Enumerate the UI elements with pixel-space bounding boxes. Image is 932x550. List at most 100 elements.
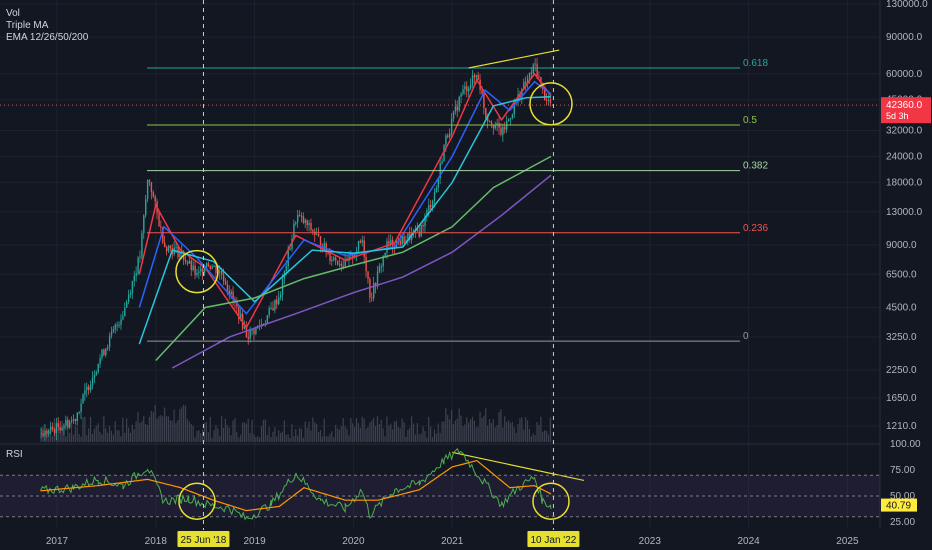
rsi-title[interactable]: RSI [6,449,23,460]
volume-bar [329,433,331,442]
volume-bar [228,427,230,442]
candle-body [179,252,181,258]
volume-bar [310,430,312,442]
volume-bar [488,419,491,442]
volume-bar [120,436,122,442]
candle-body [40,433,42,435]
candle-body [228,290,231,295]
candle-body [51,426,54,430]
candle-body [319,235,322,247]
candle-body [93,375,96,378]
candle-body [485,107,487,118]
time-axis-tick-2: 2019 [243,536,266,547]
candle-body [240,313,242,320]
volume-bar [549,417,551,442]
candle-body [530,72,533,74]
candle-body [378,266,381,272]
volume-bar [523,429,525,442]
candle-body [89,385,92,391]
volume-bar [241,422,244,442]
candle-body [190,260,193,270]
candle-body [447,135,449,138]
candle-body [55,423,58,434]
volume-bar [428,416,430,442]
volume-bar [462,426,464,442]
volume-bar [279,432,282,442]
legend-vol[interactable]: Vol [6,8,20,19]
candle-body [192,265,194,270]
volume-bar [158,416,160,442]
volume-bar [357,423,360,442]
volume-bar [319,430,322,442]
volume-bar [479,411,481,442]
candle-body [266,315,269,324]
volume-bar [99,431,101,442]
volume-bar [511,421,513,442]
ema200-line [155,155,552,362]
volume-bar [103,416,105,442]
candle-body [65,419,67,426]
volume-bar [131,424,133,442]
volume-bar [95,425,97,442]
volume-bar [105,428,107,442]
volume-bar [412,423,415,442]
candle-body [255,326,257,334]
volume-bar [154,404,156,442]
volume-bar [101,434,103,442]
volume-bar [390,423,392,442]
volume-bar [215,425,217,442]
candle-body [103,349,105,356]
candle-body [78,411,80,413]
candle-body [338,263,341,265]
volume-bar [183,404,185,442]
legend-triple-ma[interactable]: Triple MA [6,20,49,31]
candle-body [538,76,540,78]
ema_extra-line [171,174,552,369]
volume-bar [469,419,472,442]
volume-bar [473,420,475,442]
candle-body [44,430,46,437]
candle-body [135,273,137,276]
volume-bar [260,426,263,442]
volume-bar [259,437,261,442]
candle-body [376,271,379,287]
volume-bar [59,431,61,442]
candle-body [80,403,82,412]
candle-body [464,86,466,90]
candle-body [462,89,464,94]
volume-bar [175,423,177,442]
volume-bar [538,425,540,442]
candle-body [352,252,354,258]
candle-body [59,427,61,431]
candle-body [224,281,227,285]
candle-body [289,249,291,251]
volume-bar [422,426,424,442]
candle-body [528,72,531,79]
volume-bar [217,428,219,442]
candle-body [99,358,101,364]
candle-body [230,291,232,295]
volume-bar [184,405,187,442]
volume-bar [418,434,420,442]
volume-bar [169,420,171,442]
volume-bar [452,424,455,442]
volume-bar [445,408,447,442]
candle-body [316,234,318,236]
price-axis-tick-14: 1210.0 [886,421,917,432]
rsi-axis-tick-3: 25.00 [890,517,915,528]
candle-body [418,231,421,237]
price-axis-tick-0: 130000.0 [886,0,928,10]
candle-body [335,257,337,261]
candle-body [238,306,240,320]
candle-body [468,88,470,92]
candle-body [340,263,343,267]
candle-body [401,236,403,245]
rsi-axis-tick-0: 100.00 [890,439,921,450]
legend-ema[interactable]: EMA 12/26/50/200 [6,32,89,43]
candle-body [72,418,75,421]
price-axis-tick-8: 9000.0 [886,240,917,251]
candle-body [232,291,234,300]
volume-bar [342,418,344,442]
candle-body [293,223,295,239]
